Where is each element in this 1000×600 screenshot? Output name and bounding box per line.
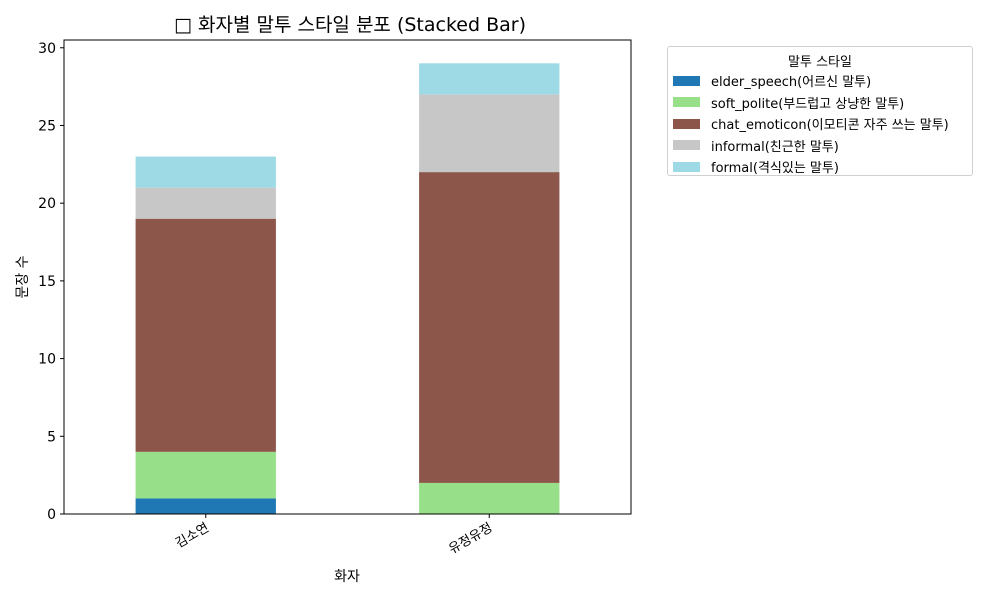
legend-item: informal(친근한 말투) [668, 135, 972, 157]
bar-segment [135, 498, 276, 514]
y-tick-label: 0 [47, 507, 56, 523]
chart-title: □ 화자별 말투 스타일 분포 (Stacked Bar) [174, 14, 526, 36]
legend-item: chat_emoticon(이모티콘 자주 쓰는 말투) [668, 113, 972, 135]
bar-segment [135, 156, 276, 188]
bar-segment [135, 451, 276, 499]
bars-layer [135, 63, 560, 514]
legend-swatch [673, 161, 700, 172]
y-tick-label: 10 [38, 352, 56, 368]
y-tick-label: 5 [47, 429, 56, 445]
x-tick-label: 유정유정 [446, 520, 495, 557]
legend-swatch [673, 140, 700, 151]
legend-label: formal(격식있는 말투) [711, 161, 839, 177]
legend-swatch [673, 97, 700, 108]
bar-segment [419, 63, 560, 95]
y-tick-label: 15 [38, 274, 56, 290]
y-axis-label: 문장 수 [15, 255, 31, 298]
plot-frame [63, 39, 632, 515]
legend-item: elder_speech(어르신 말투) [668, 70, 972, 92]
y-tick-label: 25 [38, 118, 56, 134]
y-axis: 0 5 10 15 20 25 30 [38, 41, 64, 523]
legend: 말투 스타일 elder_speech(어르신 말투) soft_polite(부… [667, 46, 973, 176]
legend-swatch [673, 75, 700, 86]
bar-segment [419, 172, 560, 483]
legend-title: 말투 스타일 [788, 55, 852, 70]
y-tick-label: 30 [38, 41, 56, 57]
bar-segment [419, 94, 560, 173]
legend-label: informal(친근한 말투) [711, 139, 839, 155]
legend-item: formal(격식있는 말투) [668, 156, 972, 178]
bar-segment [135, 187, 276, 219]
legend-swatch [673, 118, 700, 129]
legend-item: soft_polite(부드럽고 상냥한 말투) [668, 92, 972, 114]
x-axis: 김소연 유정유정 [173, 514, 495, 557]
x-axis-label: 화자 [334, 569, 360, 585]
bar-segment [135, 218, 276, 452]
x-tick-label: 김소연 [173, 520, 212, 551]
y-tick-label: 20 [38, 196, 56, 212]
legend-label: chat_emoticon(이모티콘 자주 쓰는 말투) [711, 118, 949, 134]
bar-segment [419, 482, 560, 514]
legend-label: elder_speech(어르신 말투) [711, 75, 872, 91]
legend-label: soft_polite(부드럽고 상냥한 말투) [711, 96, 905, 112]
